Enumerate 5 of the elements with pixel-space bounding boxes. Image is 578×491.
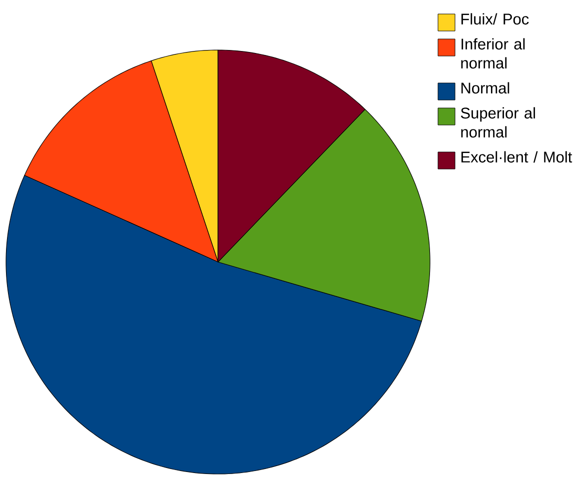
- legend-label: Superior al normal: [460, 107, 535, 138]
- legend-label: Normal: [461, 82, 510, 94]
- legend-label: Inferior al normal: [461, 38, 525, 69]
- legend-label: Excel·lent / Molt: [461, 151, 572, 163]
- legend-label: Fluix/ Poc: [461, 13, 529, 25]
